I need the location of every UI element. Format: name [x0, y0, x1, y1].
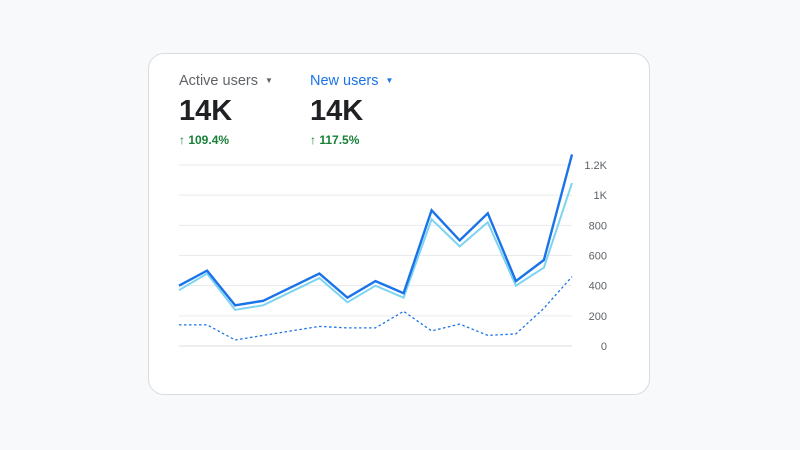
y-axis-ticks: 0 200 400 600 800 1K 1.2K: [584, 160, 607, 353]
y-tick-label: 600: [589, 251, 607, 263]
series-line-3: [179, 276, 573, 341]
new-users-value: 14K: [310, 95, 364, 127]
new-users-change: ↑ 117.5%: [310, 133, 360, 147]
caret-down-icon: ▼: [385, 76, 394, 85]
line-chart: 0 200 400 600 800 1K 1.2K: [178, 154, 608, 353]
metric-new-users: New users ▼ 14K ↑ 117.5%: [310, 72, 393, 148]
caret-down-icon: ▼: [264, 76, 273, 85]
new-users-selector[interactable]: New users ▼: [310, 72, 393, 90]
y-tick-label: 1.2K: [584, 160, 607, 172]
chart-series: [178, 154, 574, 341]
new-users-label: New users: [310, 73, 379, 89]
active-users-change: ↑ 109.4%: [179, 133, 230, 147]
series-line-2: [178, 182, 573, 311]
analytics-card: Active users ▼ 14K ↑ 109.4% New users ▼ …: [148, 53, 650, 395]
series-line-1: [178, 154, 574, 307]
active-users-label: Active users: [179, 73, 258, 89]
chart-grid: [179, 164, 572, 347]
y-tick-label: 800: [589, 220, 607, 232]
active-users-value: 14K: [179, 95, 233, 127]
active-users-selector[interactable]: Active users ▼: [179, 72, 273, 90]
y-tick-label: 400: [589, 281, 607, 293]
y-tick-label: 0: [601, 341, 607, 353]
metric-active-users: Active users ▼ 14K ↑ 109.4%: [179, 72, 273, 148]
y-tick-label: 1K: [594, 190, 608, 202]
y-tick-label: 200: [589, 311, 607, 323]
